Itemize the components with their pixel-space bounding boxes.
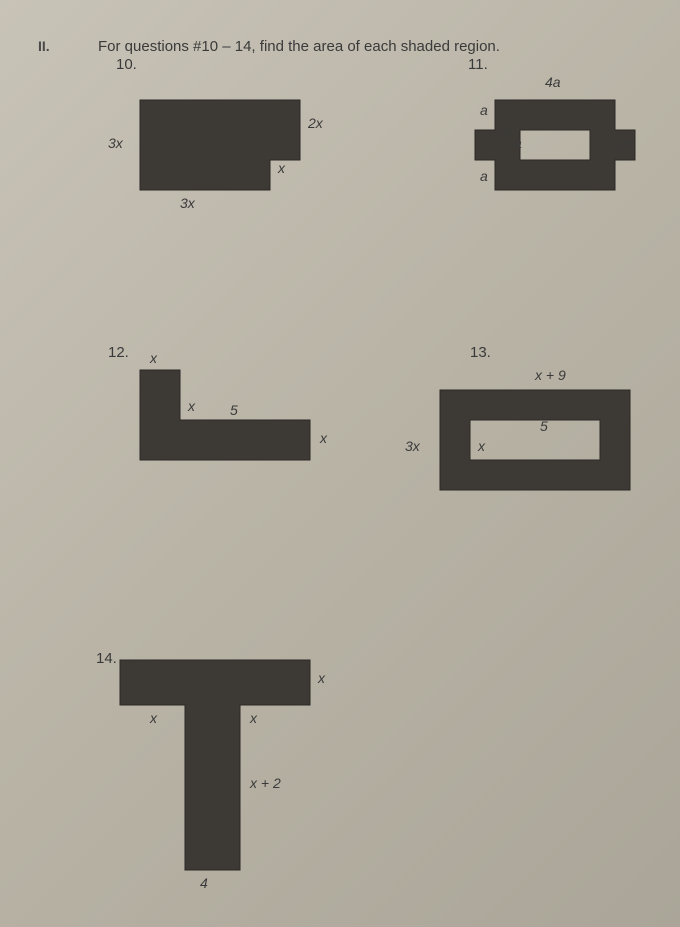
q14-figure — [110, 650, 340, 890]
q10-right: 2x — [308, 115, 323, 131]
q12-figure — [120, 360, 340, 480]
q14-bl: x — [150, 710, 157, 726]
q11-number: 11. — [468, 56, 488, 73]
q10-bottom: 3x — [180, 195, 195, 211]
q11-mr: a — [622, 135, 630, 151]
q12-mid: 5 — [230, 402, 238, 418]
q11-top: 4a — [545, 74, 561, 90]
q11-ml-top: a — [502, 124, 510, 140]
q11-tl: a — [480, 102, 488, 118]
q13-figure — [420, 380, 650, 510]
section-marker: II. — [38, 38, 50, 54]
worksheet-page: II. For questions #10 – 14, find the are… — [0, 0, 680, 927]
q14-br: x — [250, 710, 257, 726]
q10-left: 3x — [108, 135, 123, 151]
q12-inner: x — [188, 398, 195, 414]
q12-top: x — [150, 350, 157, 366]
q10-number: 10. — [116, 56, 137, 73]
q14-bottom: 4 — [200, 875, 208, 891]
q13-inner-top: 5 — [540, 418, 548, 434]
q10-figure — [120, 90, 320, 230]
q13-inner-left: x — [478, 438, 485, 454]
instruction-text: For questions #10 – 14, find the area of… — [98, 38, 500, 55]
q11-ml-bot: a — [514, 135, 522, 151]
q13-top: x + 9 — [535, 367, 566, 383]
q12-number: 12. — [108, 344, 129, 361]
q11-bl: a — [480, 168, 488, 184]
q10-notch: x — [278, 160, 285, 176]
q13-number: 13. — [470, 344, 491, 361]
q14-stem-right: x + 2 — [250, 775, 281, 791]
q14-tr: x — [318, 670, 325, 686]
q12-right: x — [320, 430, 327, 446]
q13-left: 3x — [405, 438, 420, 454]
